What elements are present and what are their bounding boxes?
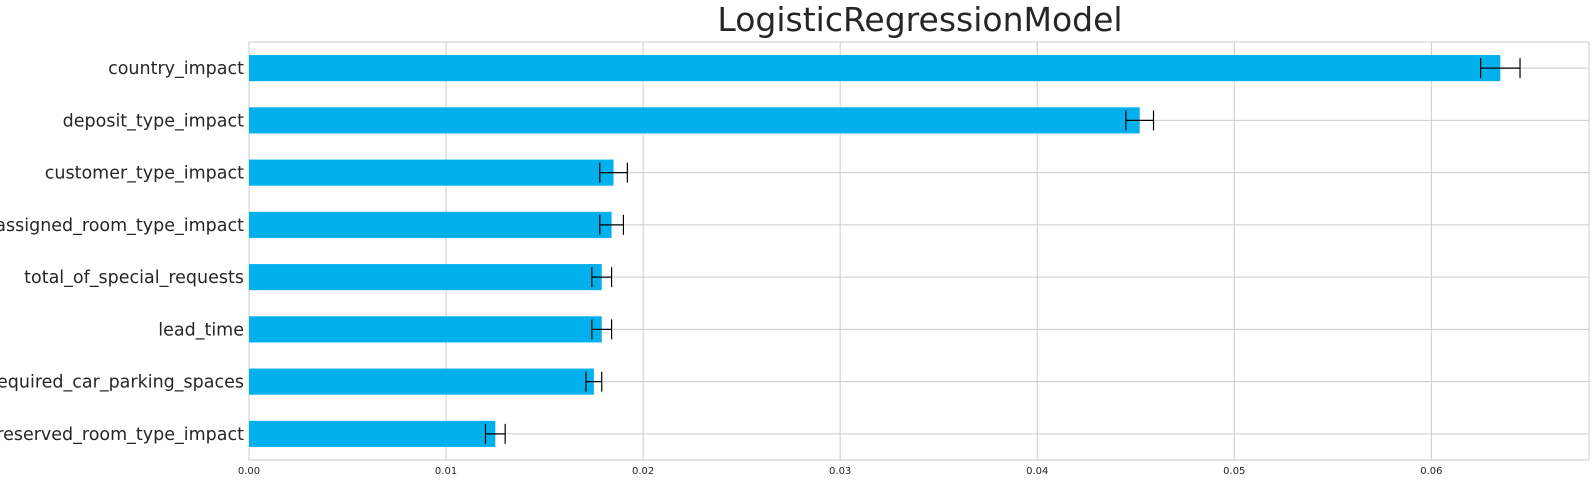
- x-tick-labels: 0.00 0.01 0.02 0.03 0.04 0.05 0.06: [238, 466, 1443, 477]
- y-tick-labels: country_impact deposit_type_impactcustome…: [0, 59, 244, 445]
- grid-layer: [248, 41, 1590, 461]
- bar-layer: [249, 55, 1501, 447]
- x-tick-label: 0.02: [632, 466, 654, 477]
- bar: [249, 211, 612, 238]
- x-tick-label: 0.04: [1026, 466, 1048, 477]
- bar: [249, 316, 602, 343]
- bar: [249, 264, 602, 291]
- x-tick-label: 0.00: [238, 466, 260, 477]
- bar: [249, 107, 1140, 134]
- plot-frame: [248, 41, 1590, 461]
- x-tick-label: 0.05: [1223, 466, 1245, 477]
- y-tick-label: reserved_room_type_impact: [0, 425, 244, 445]
- error-layer: [484, 58, 1521, 444]
- x-tick-label: 0.01: [435, 466, 457, 477]
- x-tick-label: 0.06: [1420, 466, 1442, 477]
- y-tick-label: customer_type_impact: [45, 164, 244, 184]
- y-tick-label: lead_time: [158, 320, 244, 340]
- y-tick-label: total_of_special_requests: [24, 268, 244, 288]
- chart-title: LogisticRegressionModel: [717, 0, 1122, 39]
- bar: [249, 420, 496, 447]
- x-tick-label: 0.03: [829, 466, 851, 477]
- y-tick-label: assigned_room_type_impact: [0, 216, 244, 236]
- bar: [249, 55, 1501, 82]
- y-tick-label: deposit_type_impact: [63, 111, 244, 131]
- y-tick-label: required_car_parking_spaces: [0, 373, 244, 393]
- y-tick-label: country_impact: [108, 59, 244, 79]
- bar: [249, 159, 614, 186]
- bar: [249, 368, 594, 395]
